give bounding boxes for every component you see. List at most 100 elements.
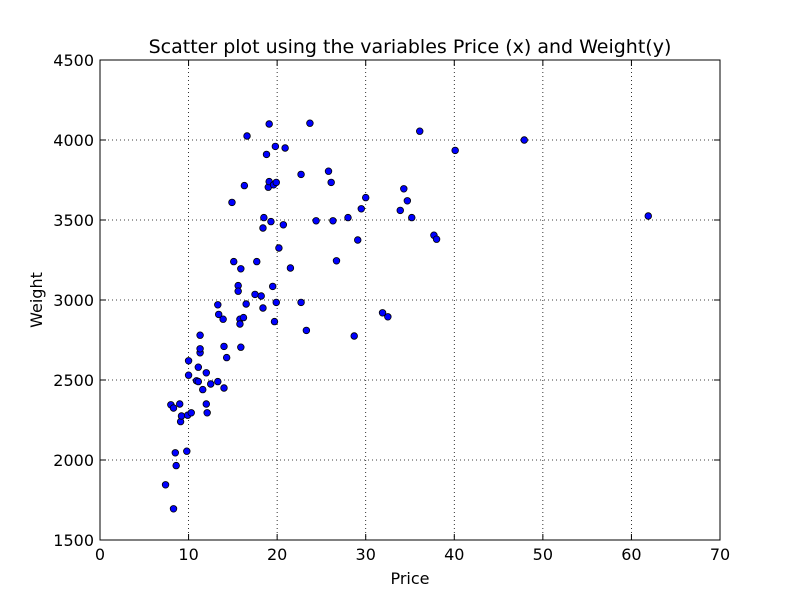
data-point: [234, 287, 242, 295]
data-point: [176, 400, 184, 408]
data-point: [362, 193, 370, 202]
data-point: [161, 481, 170, 489]
data-point: [243, 132, 251, 140]
data-point: [187, 409, 195, 417]
data-point: [214, 301, 222, 309]
data-point: [184, 357, 193, 365]
data-point: [214, 310, 223, 319]
data-point: [202, 369, 210, 377]
data-point: [306, 119, 314, 127]
data-point: [271, 142, 280, 151]
data-point: [251, 290, 259, 299]
data-point: [329, 217, 337, 225]
data-point: [228, 198, 236, 207]
data-point: [220, 384, 228, 392]
data-point: [297, 170, 305, 179]
data-point: [196, 331, 204, 339]
axis-ticks: 0 10 20 30 40 50 60 70 1500 2000 2500 3000 3500 4000 4…: [53, 51, 730, 564]
data-point: [169, 505, 178, 513]
data-point: [384, 313, 392, 321]
data-point: [275, 244, 283, 252]
data-point: [432, 235, 441, 243]
data-point: [297, 298, 305, 307]
data-point: [184, 371, 193, 379]
data-point: [344, 213, 352, 222]
data-point: [169, 404, 178, 412]
x-tick-label: 30: [356, 545, 376, 564]
data-point: [520, 136, 528, 144]
data-point: [272, 178, 280, 187]
data-point: [302, 326, 311, 335]
data-point: [259, 224, 267, 232]
data-point: [194, 377, 203, 386]
y-tick-label: 2000: [53, 451, 94, 470]
data-point: [257, 292, 265, 300]
data-point: [240, 181, 249, 190]
data-point: [265, 120, 273, 128]
data-point: [272, 298, 280, 307]
y-tick-label: 3000: [53, 291, 94, 310]
data-point: [416, 127, 424, 135]
data-point: [259, 304, 267, 312]
data-point: [378, 309, 387, 317]
data-point: [230, 257, 238, 266]
data-point: [171, 449, 179, 457]
data-point: [327, 178, 335, 187]
data-point: [281, 144, 289, 152]
data-point: [312, 217, 320, 225]
data-point: [177, 412, 186, 420]
data-point: [270, 317, 279, 326]
x-tick-label: 70: [710, 545, 730, 564]
data-point: [219, 315, 227, 323]
data-point: [202, 400, 210, 408]
data-point: [451, 146, 459, 155]
data-point: [253, 257, 261, 266]
data-point: [354, 236, 362, 244]
data-point: [357, 205, 365, 213]
data-point: [237, 265, 245, 273]
data-point: [332, 257, 341, 265]
data-point: [396, 206, 404, 215]
data-point: [644, 212, 652, 220]
y-tick-label: 2500: [53, 371, 94, 390]
data-point: [194, 363, 203, 371]
data-point: [199, 385, 207, 394]
x-tick-label: 20: [267, 545, 287, 564]
data-point: [400, 185, 408, 193]
data-point: [260, 213, 268, 222]
data-point: [207, 380, 215, 388]
x-axis-label: Price: [390, 569, 429, 588]
data-point: [408, 213, 416, 222]
data-point: [172, 461, 180, 470]
data-point: [237, 343, 245, 351]
data-points: [161, 119, 652, 513]
data-point: [262, 150, 271, 159]
data-point: [220, 342, 228, 351]
x-tick-label: 60: [621, 545, 641, 564]
data-point: [183, 447, 191, 455]
data-point: [324, 167, 333, 175]
x-tick-label: 50: [533, 545, 553, 564]
chart-title: Scatter plot using the variables Price (…: [149, 36, 672, 58]
y-tick-label: 3500: [53, 211, 94, 230]
data-point: [222, 353, 231, 362]
y-tick-label: 1500: [53, 531, 94, 550]
x-tick-label: 0: [95, 545, 105, 564]
y-tick-label: 4500: [53, 51, 94, 70]
y-axis-label: Weight: [27, 272, 46, 328]
data-point: [350, 332, 358, 340]
x-tick-label: 40: [444, 545, 464, 564]
data-point: [239, 313, 248, 322]
x-tick-label: 10: [178, 545, 198, 564]
data-point: [279, 221, 288, 229]
data-point: [286, 264, 295, 272]
y-tick-label: 4000: [53, 131, 94, 150]
data-point: [196, 345, 204, 353]
data-point: [242, 300, 250, 308]
data-point: [214, 377, 222, 386]
data-point: [236, 320, 244, 328]
data-point: [269, 282, 277, 291]
data-point: [203, 409, 211, 417]
data-point: [267, 217, 275, 226]
